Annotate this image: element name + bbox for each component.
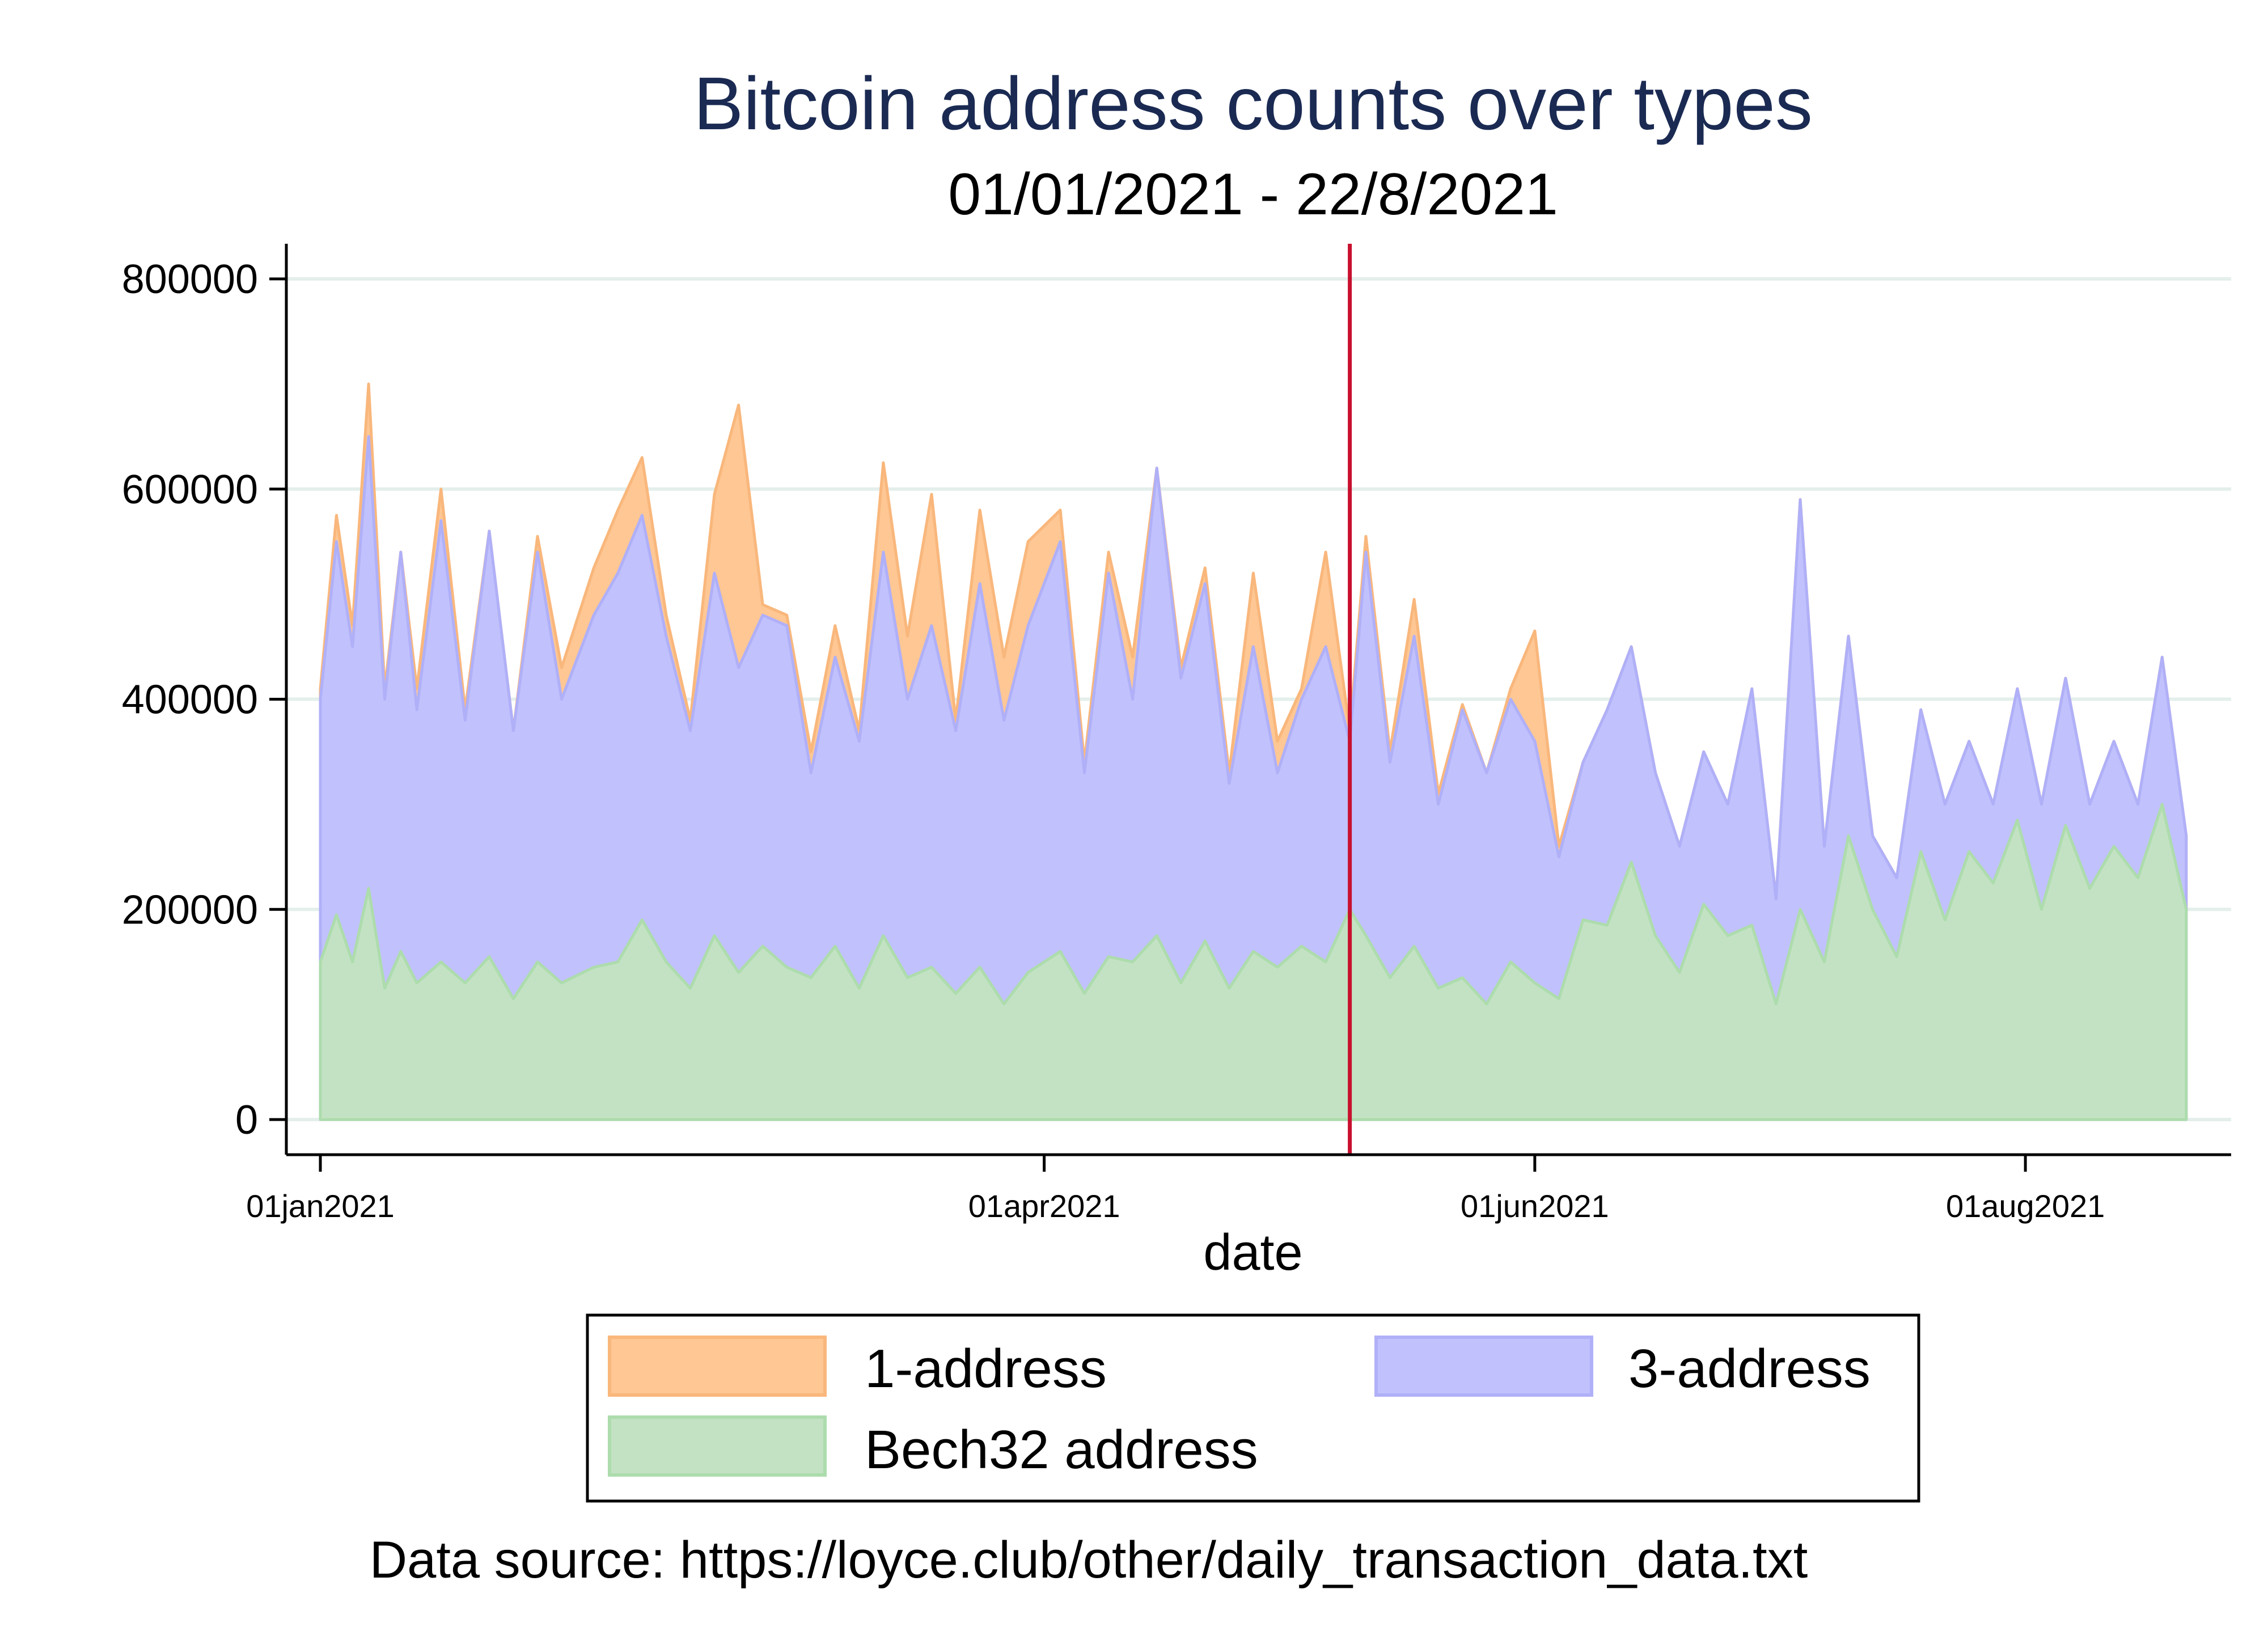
x-tick-label-1: 01apr2021 (968, 1188, 1120, 1224)
y-tick-label-0: 0 (235, 1097, 258, 1143)
legend-label-1-address: 1-address (865, 1338, 1107, 1399)
x-tick-label-2: 01jun2021 (1461, 1188, 1609, 1224)
y-tick-label-1: 200000 (122, 887, 258, 932)
y-tick-label-4: 800000 (122, 257, 258, 302)
data-source-note: Data source: https://loyce.club/other/da… (370, 1531, 1808, 1589)
x-axis-ticks: 01jan2021 01apr2021 01jun2021 01aug2021 (246, 1155, 2105, 1224)
x-axis-label: date (1203, 1224, 1302, 1281)
y-axis-ticks: 0 200000 400000 600000 800000 (122, 257, 286, 1143)
chart-subtitle: 01/01/2021 - 22/8/2021 (948, 162, 1558, 227)
legend-swatch-bech32-address (608, 1415, 827, 1477)
x-tick-label-0: 01jan2021 (246, 1188, 395, 1224)
legend-label-3-address: 3-address (1628, 1338, 1871, 1399)
legend-swatch-1-address (608, 1336, 827, 1397)
legend-label-bech32-address: Bech32 address (865, 1419, 1258, 1480)
y-tick-label-3: 600000 (122, 467, 258, 512)
legend: 1-address 3-address Bech32 address (586, 1313, 1920, 1503)
legend-swatch-3-address (1374, 1336, 1593, 1397)
area-series (319, 382, 2188, 1121)
chart-title: Bitcoin address counts over types (693, 62, 1813, 145)
x-tick-label-3: 01aug2021 (1946, 1188, 2105, 1224)
area-bech32-address (319, 803, 2188, 1121)
y-tick-label-2: 400000 (122, 677, 258, 723)
